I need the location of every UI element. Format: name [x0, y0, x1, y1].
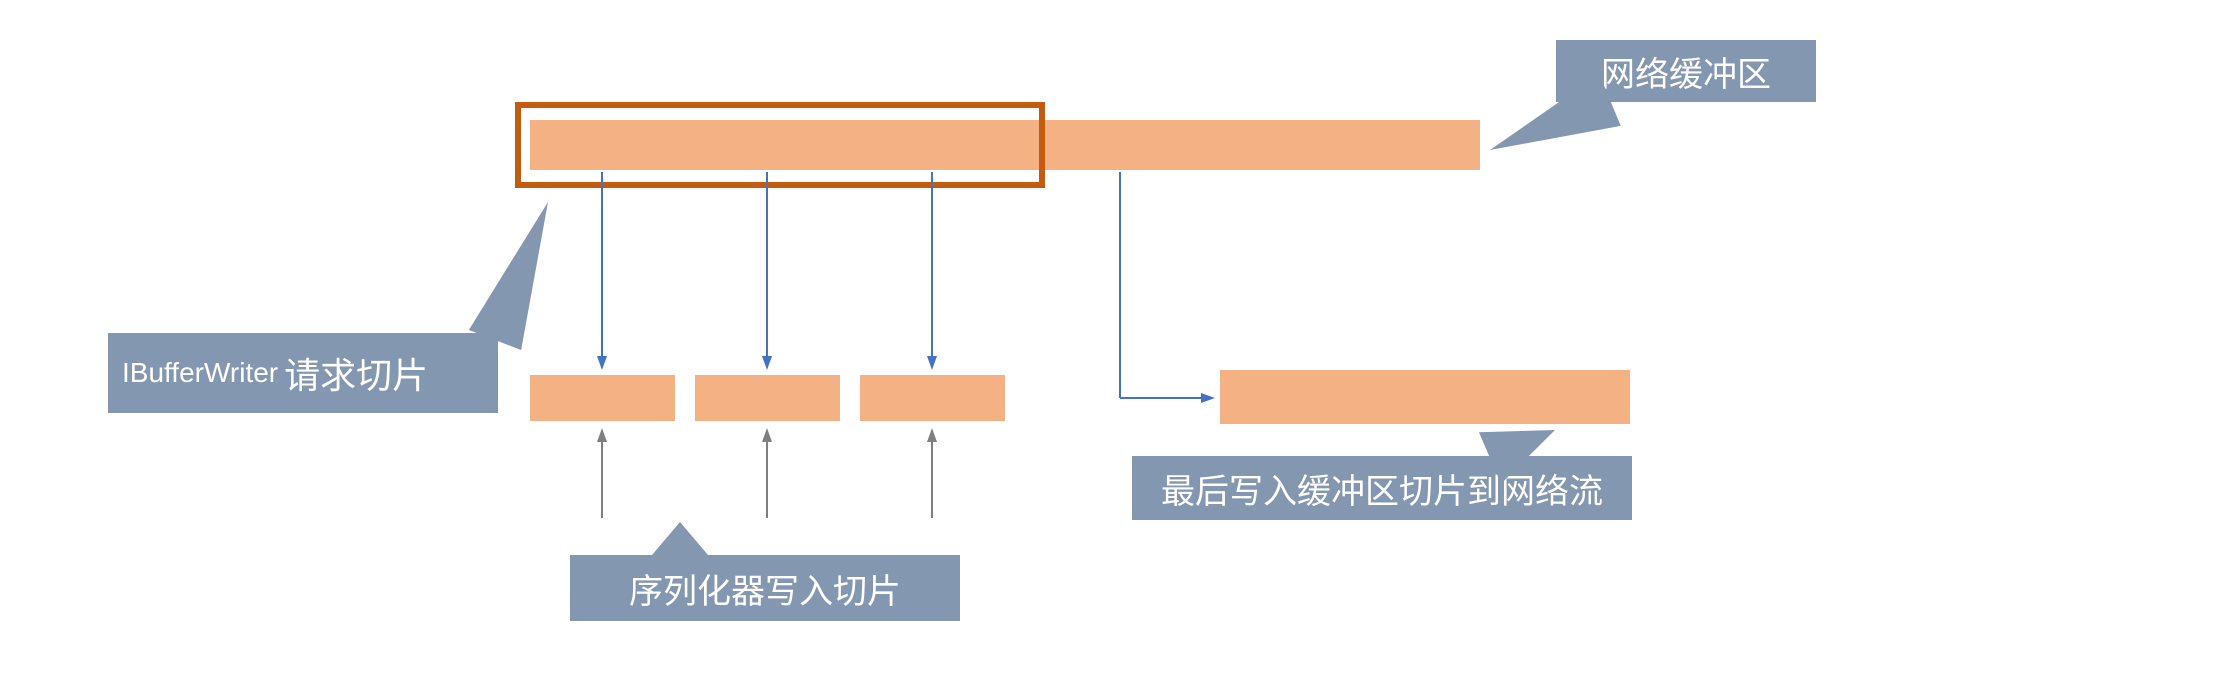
slice-1 [530, 375, 675, 421]
callout-network-buffer: 网络缓冲区 [1556, 40, 1816, 102]
callout-final-write: 最后写入缓冲区切片到网络流 [1132, 456, 1632, 520]
network-stream-box [1220, 370, 1630, 424]
callout-serializer: 序列化器写入切片 [570, 555, 960, 621]
callout-network-buffer-text: 网络缓冲区 [1601, 47, 1771, 96]
slice-2 [695, 375, 840, 421]
callout-ibufferwriter: IBufferWriter 请求切片 [108, 333, 498, 413]
callout-serializer-text: 序列化器写入切片 [629, 564, 901, 613]
diagram-stage: 网络缓冲区 IBufferWriter 请求切片 序列化器写入切片 最后写入缓冲… [0, 0, 2220, 695]
slice-3 [860, 375, 1005, 421]
callout-final-write-text: 最后写入缓冲区切片到网络流 [1161, 464, 1603, 513]
callout-request-slice-text: 请求切片 [284, 347, 428, 399]
highlight-frame [515, 102, 1045, 188]
callout-ibufferwriter-text: IBufferWriter [122, 357, 278, 389]
